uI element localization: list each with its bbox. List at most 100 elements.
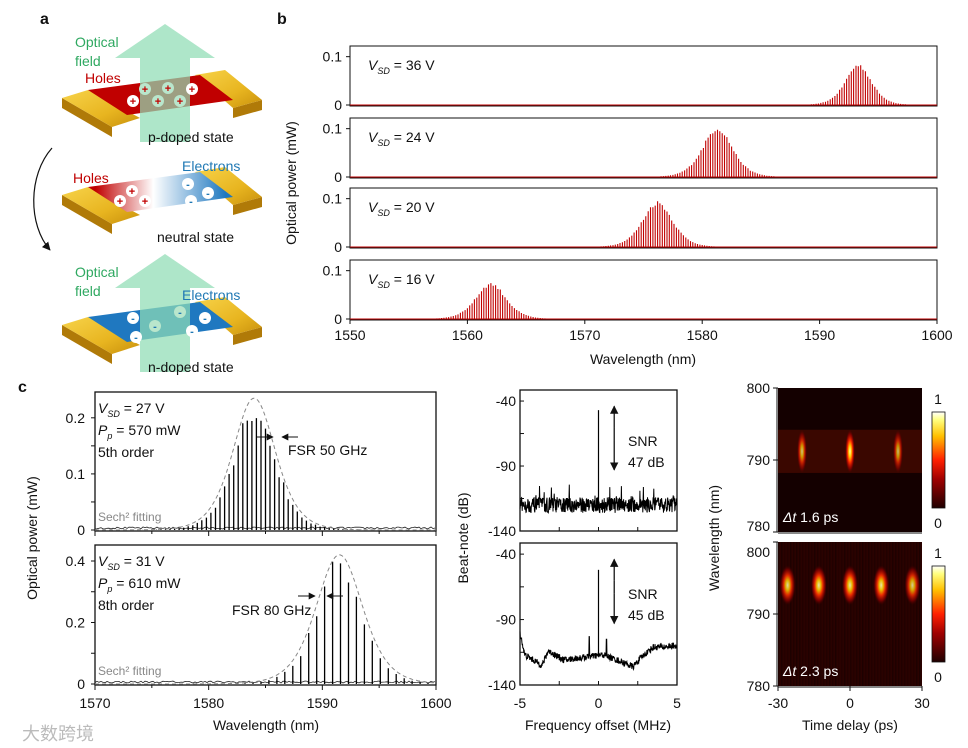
label-value: = 24 V <box>390 129 435 145</box>
y-tick-label: 0.1 <box>323 121 343 137</box>
label-variable: V <box>368 129 379 145</box>
heatmap-streak <box>865 542 867 686</box>
heatmap-streak <box>778 542 780 686</box>
charge-sign: - <box>131 313 135 325</box>
charge-sign: + <box>177 96 183 108</box>
electrons-label: Electrons <box>182 158 240 174</box>
sech2-fit-envelope <box>95 397 436 531</box>
colorbar-max-label: 1 <box>934 391 942 407</box>
y-tick-label: 0.2 <box>66 614 86 630</box>
plot-frame <box>349 259 938 321</box>
y-tick-label: 790 <box>747 452 771 468</box>
subplot-16V: 0 0.1 VSD = 16 V 1550 1560 1570 1580 1590 1600 <box>323 259 953 343</box>
subplot-36V: 0 0.1 VSD = 36 V <box>323 45 938 113</box>
x-tick-label: 1580 <box>193 695 224 711</box>
autocorrelation-peak <box>893 429 903 474</box>
hole-icon <box>126 185 138 197</box>
panel-c-beatnote: SNR 47 dB -40 -90 -140 SNR 45 dB -40 -90 -140 -5 0 5… <box>455 389 681 733</box>
hole-carriers: + + + + + + <box>127 82 198 108</box>
heatmap-streak <box>907 542 909 686</box>
y-tick-label: 0.1 <box>323 263 343 279</box>
heatmap-streak <box>790 542 792 686</box>
spectrum-comb-lines <box>637 129 801 177</box>
heatmap-streak <box>808 542 810 686</box>
y-tick-label: -140 <box>488 523 516 539</box>
device-p-doped: + + + + + + Optical field Holes p-doped state <box>62 24 262 145</box>
y-tick-label: 0 <box>334 97 342 113</box>
label-symbol: Δt <box>782 663 797 679</box>
heatmap-streak <box>916 542 918 686</box>
electron-icon <box>130 331 142 343</box>
electron-icon <box>185 195 197 207</box>
y-tick-label: 800 <box>747 544 771 560</box>
heatmap-streak <box>880 542 882 686</box>
label-subscript: SD <box>377 280 390 290</box>
charge-sign: - <box>178 307 182 319</box>
hole-icon <box>162 82 174 94</box>
hole-icon <box>152 95 164 107</box>
label-subscript: SD <box>377 138 390 148</box>
snr-label: SNR <box>628 586 658 602</box>
x-tick-label: 1550 <box>334 327 365 343</box>
electron-icon <box>202 187 214 199</box>
hole-icon <box>114 195 126 207</box>
colorbar-min-label: 0 <box>934 515 942 531</box>
plot-frame <box>349 117 938 179</box>
snr-label: SNR <box>628 433 658 449</box>
subplot-20V: 0 0.1 VSD = 20 V <box>323 187 938 255</box>
beatnote-trace <box>519 631 678 671</box>
comb-lines <box>204 561 429 684</box>
panel-c-autocorrelation: Δt 1.6 ps 780 790 800 1 0 Δt 2.3 ps 780 790 800 1 0… <box>706 380 946 733</box>
spectrum-subplot-2: 0 0.2 0.4 VSD = 31 V Pp = 610 mW 8th order Sec… <box>66 544 452 711</box>
heatmap-streak <box>802 542 804 686</box>
electron-icon <box>199 312 211 324</box>
heatmap-1: Δt 1.6 ps 780 790 800 1 0 <box>747 380 946 534</box>
heatmap-streak <box>919 542 921 686</box>
y-tick-label: 0 <box>334 169 342 185</box>
heatmap-streak <box>820 542 822 686</box>
hole-icon <box>186 83 198 95</box>
charge-sign: - <box>203 313 207 325</box>
electron-icon <box>127 312 139 324</box>
pump-power-label: Pp = 610 mW <box>98 575 181 594</box>
label-subscript: p <box>106 584 112 594</box>
charge-sign: + <box>117 196 123 208</box>
order-label: 5th order <box>98 444 154 460</box>
optical-field-arrow <box>140 58 190 142</box>
heatmap-streak <box>856 542 858 686</box>
hole-icon <box>174 95 186 107</box>
state-label: neutral state <box>157 229 234 245</box>
charge-sign: + <box>130 96 136 108</box>
charge-sign: - <box>190 326 194 338</box>
label-value: = 27 V <box>120 400 165 416</box>
fsr-label: FSR 80 GHz <box>232 602 311 618</box>
y-axis-label: Beat-note (dB) <box>455 492 471 583</box>
x-tick-label: 0 <box>846 695 854 711</box>
beatnote-subplot-2: SNR 45 dB -40 -90 -140 -5 0 5 <box>488 542 681 711</box>
x-tick-label: 1570 <box>569 327 600 343</box>
hole-icon <box>127 95 139 107</box>
charge-sign: + <box>142 196 148 208</box>
optical-field-label: Optical <box>75 34 119 50</box>
voltage-label: VSD = 20 V <box>368 199 435 218</box>
charge-sign: + <box>129 186 135 198</box>
plot-frame <box>349 187 938 249</box>
subplot-24V: 0 0.1 VSD = 24 V <box>323 117 938 185</box>
label-value: = 31 V <box>120 553 165 569</box>
heatmap-streak <box>913 542 915 686</box>
heatmap-streak <box>859 542 861 686</box>
fsr-label: FSR 50 GHz <box>288 442 367 458</box>
x-tick-label: 1580 <box>687 327 718 343</box>
holes-label: Holes <box>73 170 109 186</box>
x-axis-label: Frequency offset (MHz) <box>525 717 671 733</box>
heatmap-streak <box>793 542 795 686</box>
optical-field-arrowhead <box>115 24 215 58</box>
heatmap-streak <box>874 542 876 686</box>
autocorrelation-peak <box>842 565 858 606</box>
heatmap-streak <box>901 542 903 686</box>
y-tick-label: 0.4 <box>66 553 86 569</box>
heatmap-streak <box>862 542 864 686</box>
